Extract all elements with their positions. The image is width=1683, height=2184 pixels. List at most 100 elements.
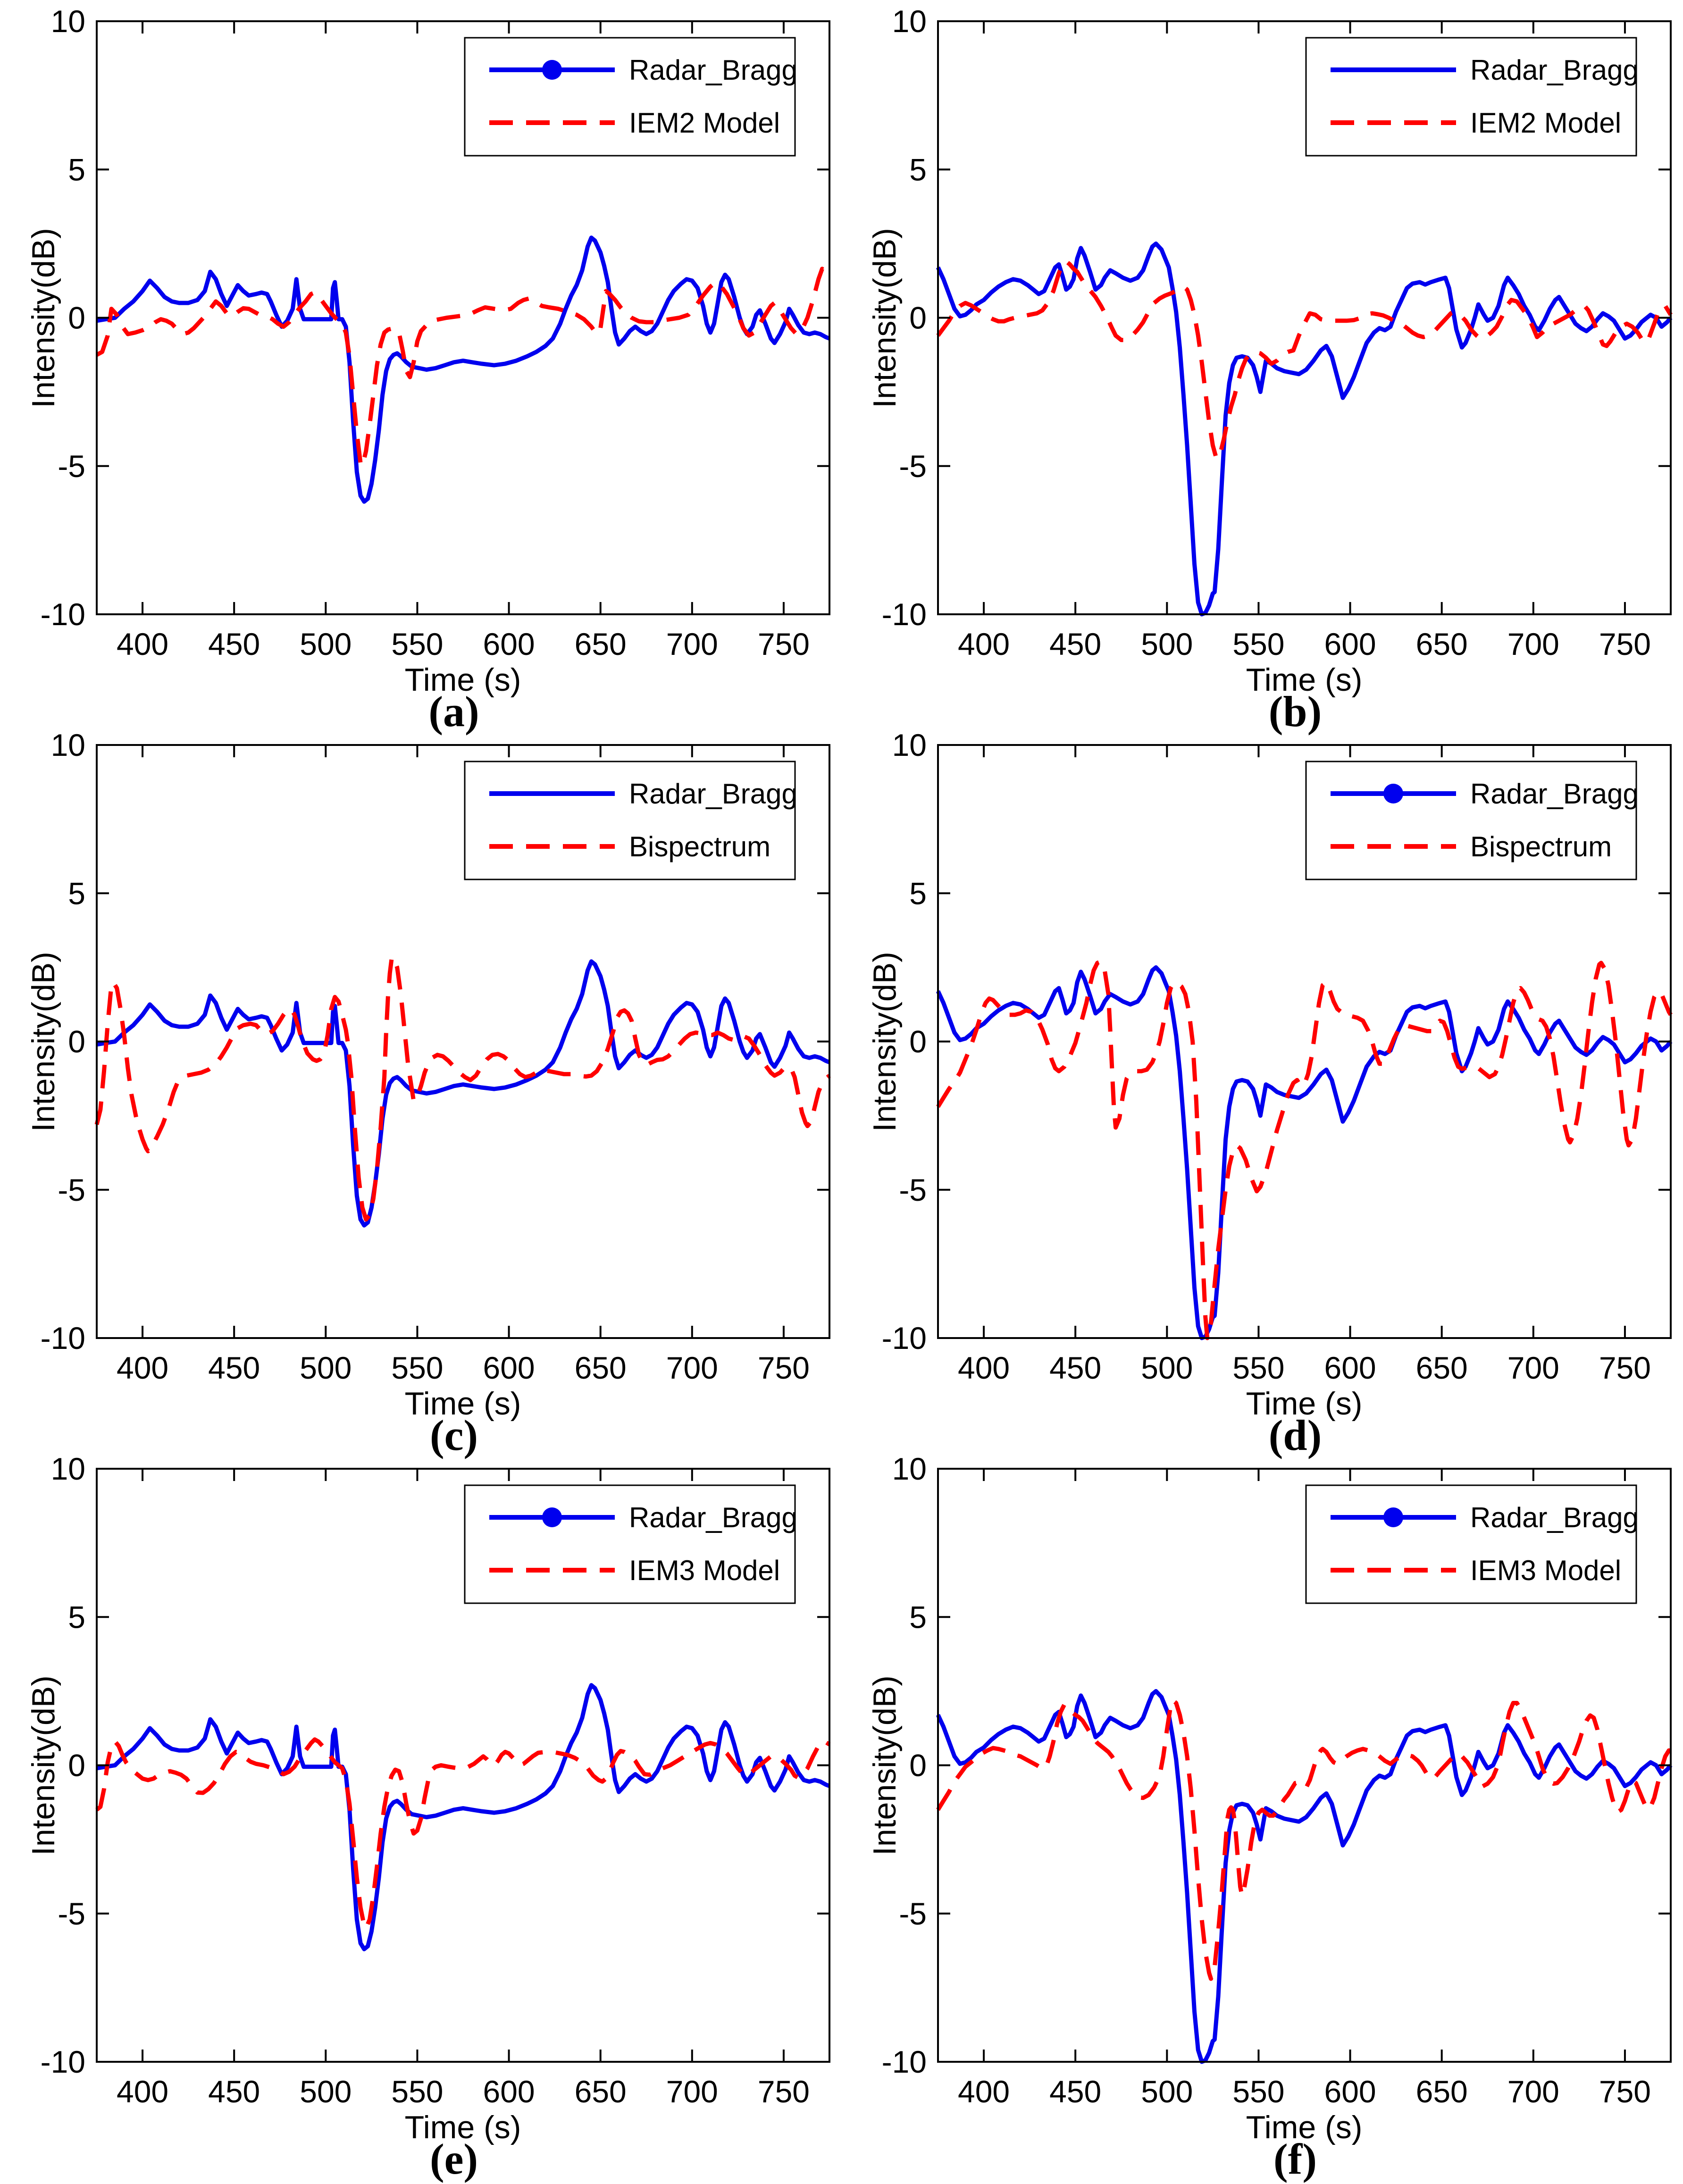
x-tick-label: 450 — [1049, 1350, 1101, 1385]
y-tick-label: -5 — [58, 1896, 85, 1931]
series-line-radar — [96, 235, 830, 504]
legend-label: IEM2 Model — [629, 107, 780, 139]
legend-label: Radar_Bragg — [1470, 54, 1639, 86]
series-line-model — [95, 267, 831, 469]
x-tick-label: 550 — [1232, 627, 1284, 661]
subplot-caption-c: (c) — [429, 1411, 478, 1459]
y-tick-label: 5 — [909, 876, 927, 911]
x-tick-label: 650 — [1416, 627, 1468, 661]
subplot-d: 400 450 500 550 600 650 700 750 10 5 0 -5 -10 Radar_B… — [841, 724, 1683, 1459]
x-tick-label: 400 — [117, 1350, 168, 1385]
legend-box — [1305, 1484, 1637, 1604]
series-line-model — [936, 1698, 1671, 1981]
y-tick-label: 0 — [909, 1024, 927, 1059]
y-tick-label: 0 — [68, 301, 85, 335]
y-axis-label: Intensity(dB) — [25, 952, 61, 1132]
legend-box — [464, 37, 796, 157]
y-axis-label: Intensity(dB) — [25, 228, 61, 408]
series-line-model — [936, 259, 1673, 461]
x-tick-label: 750 — [1599, 1350, 1651, 1385]
x-tick-label: 650 — [575, 1350, 627, 1385]
x-tick-label: 450 — [208, 2074, 260, 2109]
x-tick-label: 450 — [208, 627, 260, 661]
chart-canvas-f: 400 450 500 550 600 650 700 750 10 5 0 -5 -10 Radar_B… — [882, 1451, 1673, 2109]
subplot-c: 400 450 500 550 600 650 700 750 10 5 0 -5 -10 Radar_B… — [0, 724, 841, 1459]
x-axis-label: Time (s) — [404, 1386, 521, 1422]
legend-marker-dot — [1383, 1507, 1403, 1527]
y-tick-label: -5 — [58, 1172, 85, 1207]
x-tick-label: 550 — [391, 1350, 443, 1385]
legend-box — [1305, 761, 1637, 880]
x-tick-label: 400 — [958, 2074, 1010, 2109]
x-tick-label: 500 — [1141, 1350, 1193, 1385]
y-tick-label: 5 — [909, 1599, 927, 1634]
x-tick-label: 550 — [1232, 2074, 1284, 2109]
x-tick-label: 500 — [300, 2074, 352, 2109]
series-line-model — [936, 959, 1673, 1340]
legend-label: Bispectrum — [629, 831, 770, 862]
x-tick-label: 500 — [300, 627, 352, 661]
chart-canvas-d: 400 450 500 550 600 650 700 750 10 5 0 -5 -10 Radar_B… — [882, 728, 1673, 1385]
y-tick-label: -5 — [899, 449, 927, 484]
y-tick-label: -10 — [41, 2044, 85, 2079]
x-tick-label: 750 — [758, 1350, 810, 1385]
x-axis-label: Time (s) — [404, 2109, 521, 2145]
y-tick-label: 10 — [51, 1451, 85, 1486]
subplot-f: 400 450 500 550 600 650 700 750 10 5 0 -5 -10 Radar_B… — [841, 1448, 1683, 2183]
y-tick-label: -10 — [882, 597, 927, 632]
legend-box — [464, 1484, 796, 1604]
legend-label: Radar_Bragg — [1470, 778, 1639, 810]
series-line-radar — [936, 1689, 1673, 2064]
x-axis-label: Time (s) — [1246, 1386, 1363, 1422]
y-tick-label: 5 — [68, 152, 85, 187]
y-tick-label: 10 — [51, 4, 85, 39]
legend-label: Radar_Bragg — [629, 1502, 797, 1533]
x-tick-label: 700 — [1507, 1350, 1559, 1385]
x-tick-label: 650 — [1416, 1350, 1468, 1385]
y-tick-label: 10 — [51, 728, 85, 762]
x-tick-label: 450 — [1049, 627, 1101, 661]
x-tick-label: 650 — [575, 2074, 627, 2109]
x-tick-label: 750 — [1599, 2074, 1651, 2109]
y-tick-label: 0 — [68, 1024, 85, 1059]
series-line-radar — [936, 241, 1673, 617]
y-tick-label: 10 — [892, 1451, 927, 1486]
series-line-radar — [96, 959, 830, 1228]
x-axis-label: Time (s) — [1246, 662, 1363, 698]
chart-canvas-e: 400 450 500 550 600 650 700 750 10 5 0 -5 -10 Radar_B… — [41, 1451, 831, 2109]
legend-label: IEM3 Model — [629, 1555, 780, 1586]
x-tick-label: 500 — [1141, 627, 1193, 661]
y-tick-label: 10 — [892, 4, 927, 39]
x-tick-label: 400 — [958, 627, 1010, 661]
y-tick-label: 5 — [909, 152, 927, 187]
x-tick-label: 700 — [666, 2074, 718, 2109]
y-tick-label: -10 — [882, 2044, 927, 2079]
y-axis-label: Intensity(dB) — [867, 1675, 903, 1856]
x-tick-label: 500 — [300, 1350, 352, 1385]
x-tick-label: 550 — [391, 627, 443, 661]
x-axis-label: Time (s) — [1246, 2109, 1363, 2145]
x-tick-label: 700 — [1507, 627, 1559, 661]
y-tick-label: 5 — [68, 876, 85, 911]
y-tick-label: 0 — [68, 1748, 85, 1783]
chart-canvas-c: 400 450 500 550 600 650 700 750 10 5 0 -5 -10 Radar_B… — [41, 728, 831, 1385]
series-line-model — [94, 954, 831, 1222]
x-tick-label: 600 — [1324, 627, 1376, 661]
series-line-radar — [96, 1683, 830, 1951]
y-axis-label: Intensity(dB) — [25, 1675, 61, 1856]
y-tick-label: -10 — [882, 1321, 927, 1356]
x-tick-label: 450 — [1049, 2074, 1101, 2109]
x-tick-label: 600 — [1324, 1350, 1376, 1385]
x-tick-label: 550 — [391, 2074, 443, 2109]
y-tick-label: 5 — [68, 1599, 85, 1634]
x-axis-label: Time (s) — [404, 662, 521, 698]
y-tick-label: 10 — [892, 728, 927, 762]
legend-marker-dot — [1383, 784, 1403, 803]
chart-canvas-b: 400 450 500 550 600 650 700 750 10 5 0 -5 -10 Radar_B… — [882, 4, 1673, 661]
y-tick-label: -5 — [899, 1896, 927, 1931]
x-tick-label: 700 — [666, 627, 718, 661]
x-tick-label: 650 — [575, 627, 627, 661]
legend-label: Radar_Bragg — [629, 54, 797, 86]
legend-marker-dot — [542, 1507, 562, 1527]
y-tick-label: 0 — [909, 301, 927, 335]
